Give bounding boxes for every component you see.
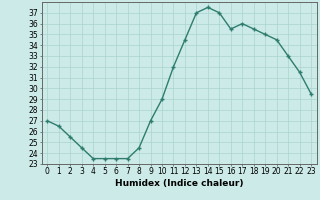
X-axis label: Humidex (Indice chaleur): Humidex (Indice chaleur) [115, 179, 244, 188]
